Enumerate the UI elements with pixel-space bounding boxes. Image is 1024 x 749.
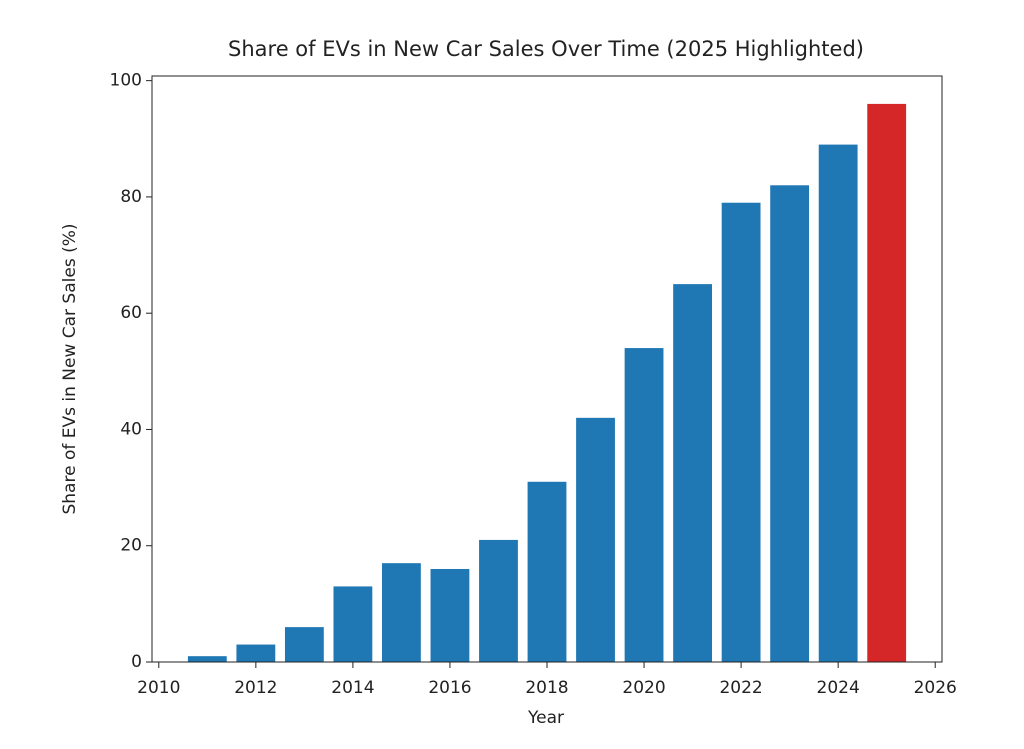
y-tick-label: 60 bbox=[120, 303, 142, 323]
y-tick-label: 100 bbox=[110, 71, 142, 91]
bar bbox=[382, 563, 421, 662]
y-tick-label: 80 bbox=[120, 187, 142, 207]
bar bbox=[867, 103, 907, 662]
x-tick-label: 2020 bbox=[622, 678, 665, 698]
y-tick-label: 20 bbox=[120, 536, 142, 556]
chart-title: Share of EVs in New Car Sales Over Time … bbox=[228, 37, 864, 61]
x-tick-label: 2018 bbox=[525, 678, 568, 698]
y-tick-label: 0 bbox=[131, 652, 142, 672]
x-tick-label: 2014 bbox=[331, 678, 374, 698]
x-axis-label: Year bbox=[527, 708, 564, 728]
bar bbox=[479, 539, 518, 662]
x-tick-label: 2026 bbox=[914, 678, 957, 698]
plot-frame bbox=[151, 75, 943, 663]
bar bbox=[576, 417, 615, 662]
x-tick-label: 2010 bbox=[137, 678, 180, 698]
bar bbox=[430, 568, 470, 662]
bar bbox=[624, 348, 664, 662]
y-axis-label: Share of EVs in New Car Sales (%) bbox=[60, 223, 80, 514]
x-tick-label: 2024 bbox=[817, 678, 860, 698]
bar bbox=[333, 586, 373, 662]
bar bbox=[770, 185, 810, 663]
x-tick-label: 2016 bbox=[428, 678, 471, 698]
y-tick-label: 40 bbox=[120, 419, 142, 439]
bar bbox=[236, 644, 276, 662]
bar bbox=[284, 627, 324, 662]
bar bbox=[187, 656, 227, 662]
bar bbox=[527, 481, 567, 662]
bar bbox=[721, 202, 761, 662]
bar bbox=[818, 144, 858, 662]
x-tick-label: 2022 bbox=[719, 678, 762, 698]
x-tick-label: 2012 bbox=[234, 678, 277, 698]
bar bbox=[673, 284, 712, 662]
